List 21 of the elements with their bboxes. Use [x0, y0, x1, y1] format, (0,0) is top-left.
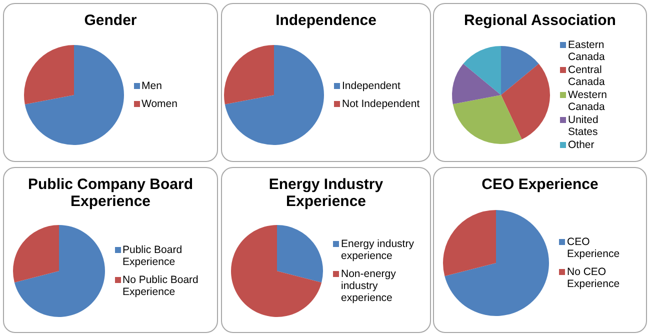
legend-label: United States — [568, 114, 600, 138]
legend-label: Women — [142, 98, 178, 110]
legend-label: Other — [568, 139, 594, 151]
legend-label: No Public Board Experience — [122, 274, 200, 298]
legend-label: Western Canada — [568, 89, 608, 113]
legend-label: No CEO Experience — [567, 266, 621, 290]
legend-label: Non-energy industry experience — [341, 268, 397, 304]
chart-title: Regional Association — [463, 11, 617, 29]
chart-title: CEO Experience — [480, 175, 600, 193]
legend-label: Public Board Experience — [122, 244, 184, 268]
legend-label: Eastern Canada — [568, 39, 606, 63]
chart-title: Gender — [83, 11, 138, 29]
legend-label: Not Independent — [342, 98, 420, 110]
legend-label: Central Canada — [568, 64, 606, 88]
legend-label: Men — [142, 80, 162, 92]
legend-label: Independent — [342, 80, 400, 92]
legend-label: CEO Experience — [567, 236, 621, 260]
chart-title: Energy Industry Experience — [268, 175, 384, 210]
chart-title: Independence — [274, 11, 378, 29]
legend-label: Energy industry experience — [341, 238, 415, 262]
chart-title: Public Company Board Experience — [26, 175, 194, 210]
